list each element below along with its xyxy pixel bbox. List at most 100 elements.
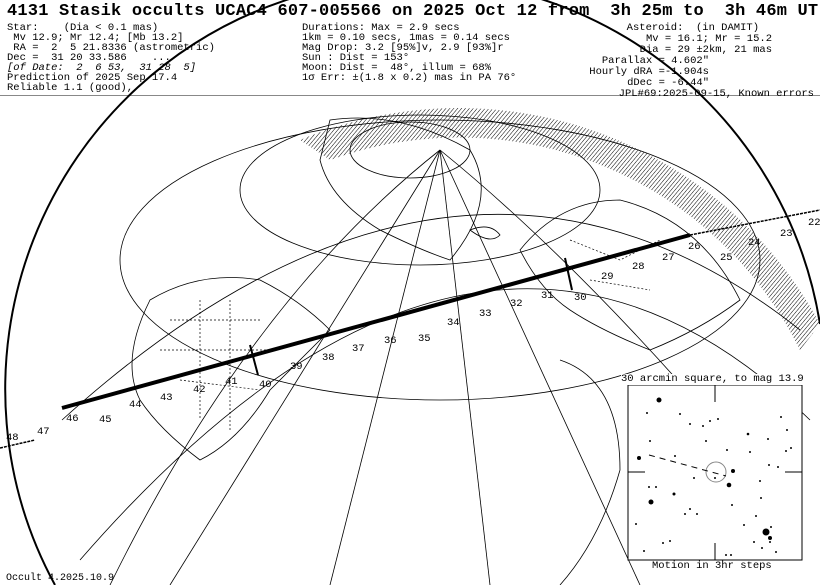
event-line: Moon: Dist = 48°, illum = 68% (302, 62, 492, 74)
time-label: 26 (688, 241, 701, 253)
star-dot (755, 515, 757, 517)
software-version: Occult 4.2025.10.9 (6, 573, 115, 584)
star-dot (702, 425, 704, 427)
star-dot (731, 469, 735, 473)
star-dot (693, 477, 695, 479)
asteroid-line: Hourly dRA =-1.904s (589, 66, 709, 78)
star-dot (785, 450, 787, 452)
event-line: 1σ Err: ±(1.8 x 0.2) mas in PA 76° (302, 72, 517, 84)
header: 4131 Stasik occults UCAC4 607-005566 on … (0, 0, 820, 100)
star-dot (684, 513, 686, 515)
star-dot (760, 497, 762, 499)
star-dot (689, 423, 691, 425)
star-dot (717, 418, 719, 420)
time-label: 36 (384, 335, 397, 347)
star-dot (790, 447, 792, 449)
page-title: 4131 Stasik occults UCAC4 607-005566 on … (7, 2, 819, 21)
state-borders (160, 239, 661, 430)
time-label: 29 (601, 271, 614, 283)
star-dot (780, 416, 782, 418)
star-dot (648, 486, 650, 488)
star-dot (759, 480, 761, 482)
time-label: 32 (510, 298, 523, 310)
star-line: [of Date: 2 6 53, 31 28 5] (7, 62, 197, 74)
star-dot (662, 542, 664, 544)
star-dot (768, 536, 772, 540)
star-dot (730, 554, 732, 556)
star-dot (705, 440, 707, 442)
asteroid-line: Asteroid: (in DAMIT) (626, 22, 759, 34)
target-star-circle (705, 461, 727, 483)
asteroid-line: dDec = -6.44" (627, 77, 709, 89)
coastlines (131, 117, 741, 585)
star-dot (770, 526, 772, 528)
star-line: Reliable 1.1 (good), (7, 82, 134, 94)
star-dot (743, 524, 745, 526)
inset-title: 30 arcmin square, to mag 13.9 (621, 373, 804, 385)
time-label: 37 (352, 343, 365, 355)
star-dot (714, 477, 716, 479)
star-dot (749, 451, 751, 453)
star-line: RA = 2 5 21.8336 (astrometric) (7, 42, 215, 54)
time-label: 39 (290, 361, 303, 373)
star-dot (726, 482, 732, 488)
star-dot (762, 528, 770, 536)
time-label: 44 (129, 399, 142, 411)
asteroid-line: Mv = 16.1; Mr = 15.2 (645, 33, 772, 45)
star-dot (646, 412, 648, 414)
time-label: 45 (99, 414, 112, 426)
star-dot (669, 540, 671, 542)
time-label: 42 (193, 384, 206, 396)
globe-outline (4, 0, 820, 585)
star-dot (648, 499, 654, 505)
time-label: 23 (780, 228, 793, 240)
event-line: Mag Drop: 3.2 [95%]v, 2.9 [93%]r (302, 42, 504, 54)
star-dot (696, 513, 698, 515)
time-label: 31 (541, 290, 554, 302)
time-label: 41 (225, 376, 238, 388)
star-dot (786, 429, 788, 431)
time-label: 48 (6, 432, 19, 444)
star-line: Mv 12.9; Mr 12.4; [Mb 13.2] (7, 32, 184, 44)
time-label: 24 (748, 237, 761, 249)
time-label: 40 (259, 379, 272, 391)
star-dot (672, 492, 676, 496)
star-dot (643, 550, 645, 552)
star-dot (746, 432, 750, 436)
star-dot (777, 466, 779, 468)
event-line: Sun : Dist = 153° (302, 52, 410, 64)
star-dot (767, 438, 769, 440)
star-dot (731, 504, 733, 506)
event-line: 1km = 0.10 secs, 1mas = 0.14 secs (302, 32, 510, 44)
star-dot (753, 541, 755, 543)
time-label: 35 (418, 333, 431, 345)
star-line: Star: (Dia < 0.1 mas) (7, 22, 159, 34)
inset-stars (635, 397, 792, 556)
star-chart-inset (627, 384, 803, 561)
central-path-line (0, 209, 820, 449)
asteroid-info: Asteroid: (in DAMIT) Mv = 16.1; Mr = 15.… (589, 23, 814, 100)
star-dot (674, 455, 676, 457)
path-time-labels: 22 23 24 25 26 27 28 29 30 31 32 33 34 35 36 37 38 39 40 41… (6, 217, 820, 444)
time-label: 27 (662, 252, 675, 264)
night-limb-shading (300, 107, 820, 351)
star-dot (768, 464, 770, 466)
star-dot (679, 413, 681, 415)
event-line: Durations: Max = 2.9 secs (302, 22, 460, 34)
time-label: 43 (160, 392, 173, 404)
star-dot (689, 508, 691, 510)
star-dot (709, 420, 711, 422)
star-dot (769, 541, 771, 543)
inset-caption: Motion in 3hr steps (652, 560, 772, 572)
star-dot (635, 523, 637, 525)
time-label: 46 (66, 413, 79, 425)
star-dot (775, 551, 777, 553)
asteroid-line: JPL#69:2025-09-15, Known errors (618, 88, 814, 100)
graticule (61, 114, 811, 585)
star-dot (761, 547, 763, 549)
time-label: 33 (479, 308, 492, 320)
star-dot (725, 554, 727, 556)
star-line: Dec = 31 20 33.586 ... (7, 52, 171, 64)
